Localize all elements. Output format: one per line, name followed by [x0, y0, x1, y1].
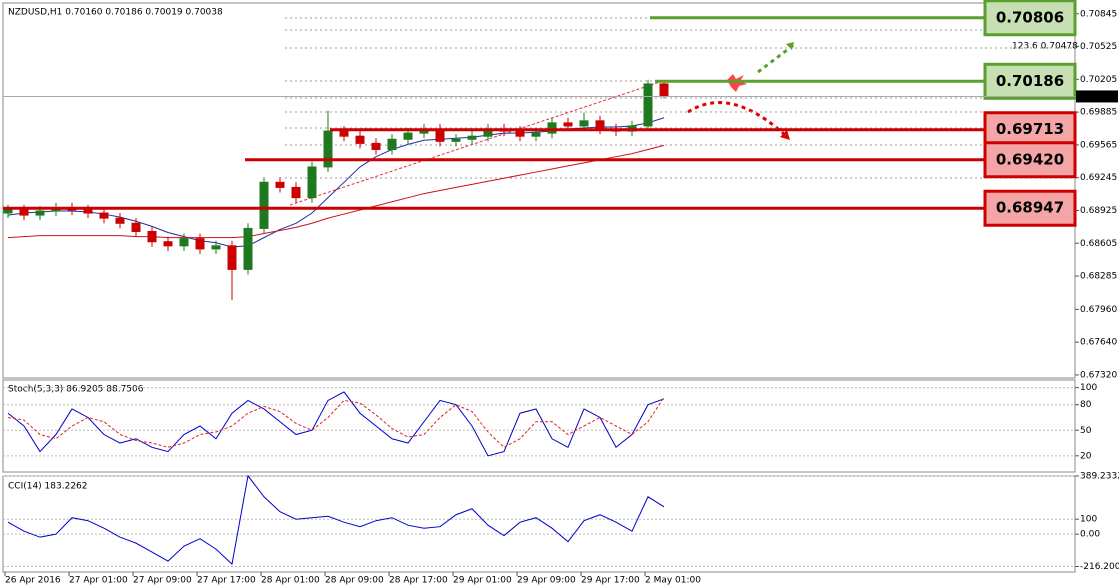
- burst-icon: [727, 74, 747, 92]
- candle-body: [307, 166, 317, 199]
- x-tick-label: 29 Apr 01:00: [453, 576, 512, 586]
- bid-label: 0.70038: [1079, 92, 1116, 102]
- candle-body: [131, 222, 141, 232]
- y-tick-label: 0.67640: [1080, 338, 1117, 348]
- stoch-panel: [2, 379, 1076, 473]
- candle-body: [579, 120, 589, 127]
- level-box: [983, 111, 1077, 149]
- candle-body: [195, 238, 205, 250]
- y-tick-label: 80: [1080, 400, 1092, 410]
- level-box: [983, 141, 1077, 179]
- chart-title: NZDUSD,H1 0.70160 0.70186 0.70019 0.7003…: [8, 8, 223, 18]
- y-tick-label: 0.69885: [1080, 108, 1117, 118]
- x-tick-label: 27 Apr 09:00: [133, 576, 192, 586]
- candle-body: [547, 122, 557, 134]
- down-arrow-head: [780, 130, 790, 140]
- level-label: 0.69713: [996, 120, 1064, 138]
- candle-body: [227, 245, 237, 270]
- candle-body: [531, 132, 541, 137]
- candle-body: [515, 130, 525, 137]
- y-tick-label: 0.67320: [1080, 370, 1117, 380]
- candle-body: [403, 132, 413, 140]
- x-tick-label: 28 Apr 09:00: [325, 576, 384, 586]
- indicator-line: [7, 391, 665, 457]
- candle-body: [291, 186, 301, 199]
- candle-body: [371, 142, 381, 151]
- level-box: [983, 0, 1077, 37]
- candle-body: [3, 209, 13, 214]
- level-label: 0.70186: [996, 72, 1064, 90]
- y-tick-label: 20: [1080, 451, 1092, 461]
- indicator-line: [7, 144, 665, 239]
- candle-body: [659, 83, 669, 97]
- cci-title: CCI(14) 183.2262: [8, 482, 88, 492]
- x-tick-label: 27 Apr 01:00: [69, 576, 128, 586]
- y-tick-label: 0.70205: [1080, 75, 1117, 85]
- x-tick-label: 29 Apr 17:00: [581, 576, 640, 586]
- x-tick-label: 28 Apr 17:00: [389, 576, 448, 586]
- level-label: 0.68947: [996, 199, 1064, 217]
- y-tick-label: 0.70525: [1080, 42, 1117, 52]
- y-tick-label: 50: [1080, 426, 1092, 436]
- x-tick-label: 28 Apr 01:00: [261, 576, 320, 586]
- candle-body: [115, 217, 125, 224]
- candle-body: [643, 83, 653, 127]
- y-tick-label: 0.67960: [1080, 305, 1117, 315]
- y-tick-label: 389.2332: [1080, 471, 1119, 481]
- fib-annotation: 123.6 0.70478: [1012, 42, 1078, 52]
- y-tick-label: 0.69245: [1080, 173, 1117, 183]
- candle-body: [275, 181, 285, 188]
- indicator-line: [7, 474, 665, 566]
- candle-body: [339, 130, 349, 137]
- y-tick-label: 0.68925: [1080, 206, 1117, 216]
- candle-body: [243, 227, 253, 270]
- candle-body: [211, 245, 221, 250]
- candle-body: [323, 130, 333, 168]
- y-tick-label: 100: [1080, 383, 1097, 393]
- candle-body: [99, 212, 109, 219]
- y-tick-label: 0.69565: [1080, 140, 1117, 150]
- candle-body: [147, 230, 157, 243]
- y-tick-label: 100: [1080, 515, 1097, 525]
- x-tick-label: 29 Apr 09:00: [517, 576, 576, 586]
- level-box: [983, 62, 1077, 100]
- y-tick-label: 0.68605: [1080, 239, 1117, 249]
- candle-body: [83, 209, 93, 214]
- candle-body: [451, 138, 461, 142]
- y-tick-label: 0.68285: [1080, 272, 1117, 282]
- candle-body: [355, 135, 365, 144]
- y-tick-label: 0.00: [1080, 530, 1100, 540]
- candle-body: [19, 209, 29, 216]
- level-label: 0.69420: [996, 150, 1064, 168]
- down-arrow: [687, 101, 787, 137]
- level-label: 0.70806: [996, 8, 1064, 26]
- candle-body: [563, 122, 573, 127]
- level-box: [983, 189, 1077, 227]
- stoch-title: Stoch(5,3,3) 86.9205 88.7506: [8, 385, 144, 395]
- x-tick-label: 2 May 01:00: [645, 576, 701, 586]
- x-tick-label: 26 Apr 2016: [5, 576, 61, 586]
- candle-body: [387, 138, 397, 151]
- candle-body: [163, 241, 173, 247]
- candle-body: [179, 238, 189, 247]
- candle-body: [595, 120, 605, 130]
- y-tick-label: 0.70845: [1080, 9, 1117, 19]
- candle-body: [35, 210, 45, 216]
- x-tick-label: 27 Apr 17:00: [197, 576, 256, 586]
- indicator-line: [7, 396, 665, 448]
- candle-body: [259, 181, 269, 229]
- y-tick-label: -216.2006: [1080, 562, 1119, 572]
- candle-body: [467, 135, 477, 140]
- bid-box: [1076, 90, 1118, 103]
